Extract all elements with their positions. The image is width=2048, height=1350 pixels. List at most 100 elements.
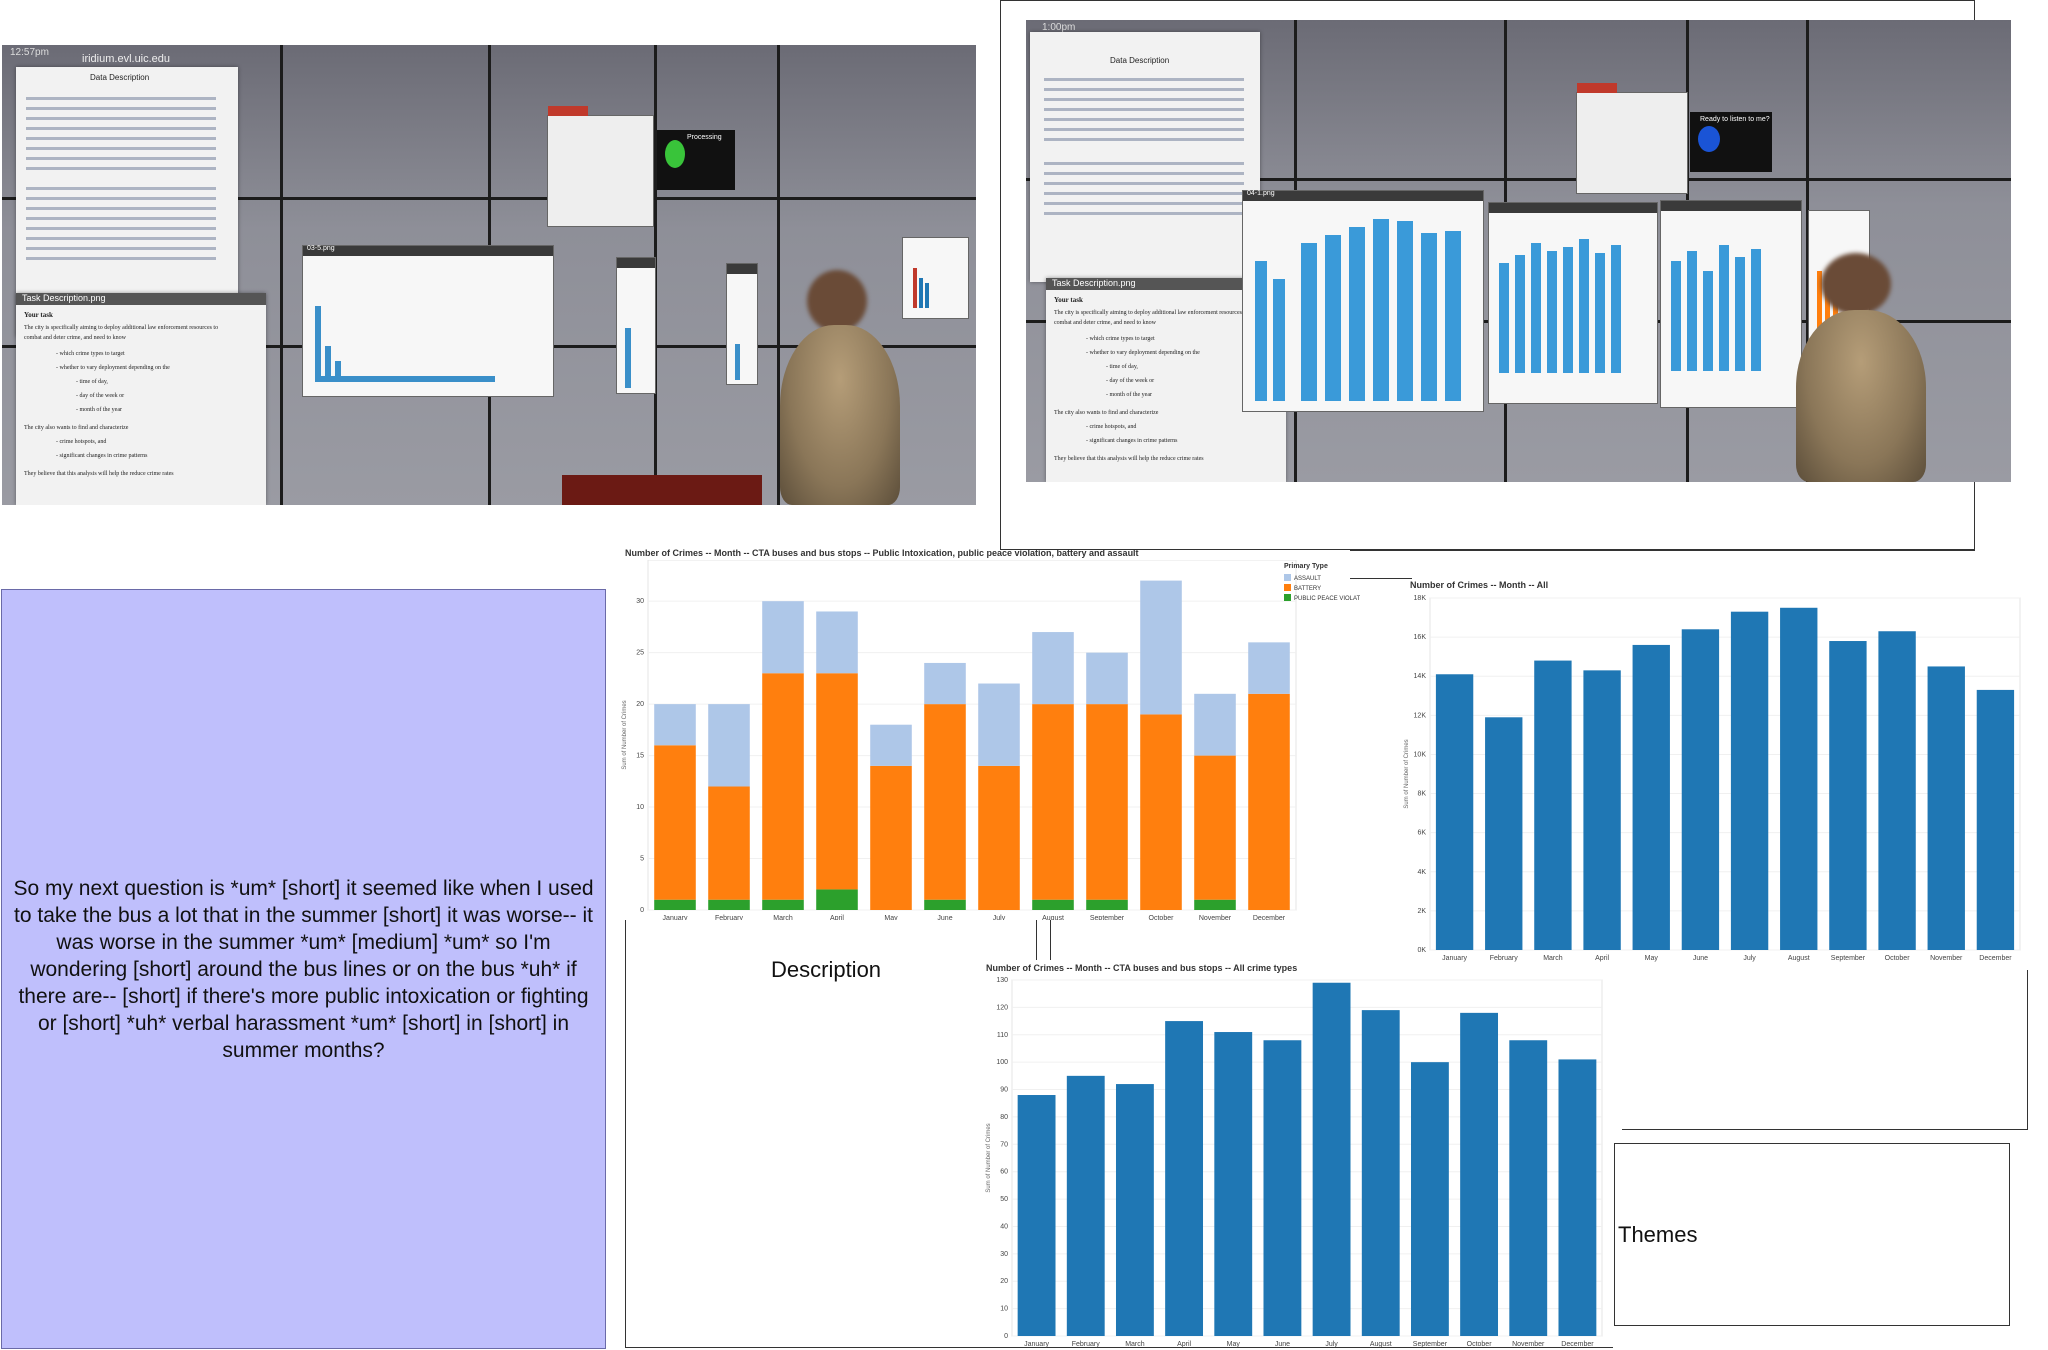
- task-line-10: - significant changes in crime patterns: [56, 453, 148, 459]
- y-tick-label: 30: [1000, 1251, 1008, 1258]
- x-tick-label: March: [1543, 955, 1563, 962]
- bar-segment: [924, 704, 966, 900]
- x-tick-label: September: [1413, 1341, 1448, 1348]
- y-tick-label: 60: [1000, 1169, 1008, 1176]
- x-tick-label: June: [1275, 1341, 1290, 1348]
- clock-label: 12:57pm: [10, 47, 49, 58]
- y-tick-label: 0K: [1417, 947, 1426, 954]
- task-window-title: Task Description.png: [22, 293, 106, 303]
- x-tick-label: November: [1199, 915, 1232, 920]
- x-tick-label: March: [773, 915, 793, 920]
- bar: [1976, 689, 2015, 950]
- bar-segment: [816, 673, 858, 890]
- task-line-3: - which crime types to target: [1086, 336, 1155, 342]
- task-line-0: Your task: [24, 311, 53, 319]
- x-tick-label: September: [1831, 955, 1866, 962]
- bar: [1410, 1062, 1449, 1336]
- y-tick-label: 100: [996, 1059, 1008, 1066]
- bar-segment: [762, 899, 804, 910]
- bar-segment: [1032, 704, 1074, 900]
- y-tick-label: 120: [996, 1004, 1008, 1011]
- bar-segment: [1194, 755, 1236, 900]
- bar: [1927, 666, 1965, 950]
- small-window-2: [726, 263, 758, 385]
- task-line-7: - month of the year: [76, 407, 122, 413]
- chart-3-title: Number of Crimes -- Month -- CTA buses a…: [986, 963, 1298, 973]
- legend-item: BATTERY: [1294, 586, 1321, 592]
- x-tick-label: October: [1885, 955, 1911, 962]
- bar-segment: [708, 899, 750, 910]
- y-tick-label: 2K: [1417, 908, 1426, 915]
- themes-box: [1614, 1143, 2010, 1326]
- y-tick-label: 12K: [1414, 712, 1427, 719]
- bar-segment: [924, 662, 966, 705]
- y-axis-label: Sum of Number of Crimes: [622, 700, 628, 769]
- task-line-1: The city is specifically aiming to deplo…: [1054, 310, 1249, 316]
- bar: [1312, 982, 1351, 1336]
- bar-segment: [1140, 714, 1182, 910]
- connector-line: [1036, 920, 1037, 960]
- connector-line: [2027, 970, 2028, 1130]
- x-tick-label: June: [1693, 955, 1708, 962]
- chart-2-bar: 0K 2K 4K 6K 8K 10K 12K 14K 16K 18K Sum of Number o…: [1404, 595, 2021, 962]
- bar-segment: [1086, 652, 1128, 705]
- x-tick-label: May: [1645, 955, 1659, 962]
- x-tick-label: May: [1227, 1341, 1241, 1348]
- y-tick-label: 50: [1000, 1196, 1008, 1203]
- connector-line: [1350, 550, 1975, 551]
- doc-title: Data Description: [90, 73, 150, 82]
- bar: [1435, 674, 1474, 950]
- x-tick-label: October: [1149, 915, 1175, 920]
- y-tick-label: 30: [636, 598, 644, 605]
- y-tick-label: 25: [636, 650, 644, 657]
- y-tick-label: 20: [636, 701, 644, 708]
- bar-segment: [870, 765, 912, 910]
- x-tick-label: October: [1467, 1341, 1493, 1348]
- bar: [1263, 1040, 1302, 1336]
- photo-left: 12:57pm iridium.evl.uic.edu Data Descrip…: [2, 45, 976, 505]
- task-line-5: - time of day,: [1106, 364, 1138, 370]
- connector-line: [1050, 920, 1051, 960]
- bar-segment: [1140, 580, 1182, 715]
- bar: [1632, 644, 1670, 950]
- y-tick-label: 90: [1000, 1087, 1008, 1094]
- transcript-box: So my next question is *um* [short] it s…: [1, 589, 606, 1349]
- task-line-6: - day of the week or: [76, 393, 125, 399]
- task-line-5: - time of day,: [76, 379, 108, 385]
- y-tick-label: 4K: [1417, 869, 1426, 876]
- bar-segment: [978, 765, 1020, 910]
- bar: [1780, 607, 1818, 950]
- x-tick-label: February: [1072, 1341, 1101, 1348]
- task-line-8: The city also wants to find and characte…: [24, 425, 129, 431]
- status-text: Processing: [687, 134, 722, 141]
- clock-label: 1:00pm: [1042, 22, 1076, 33]
- chart-window-title: 03-5.png: [307, 245, 335, 252]
- task-line-10: - significant changes in crime patterns: [1086, 438, 1178, 444]
- x-tick-label: May: [884, 915, 898, 920]
- task-line-9: - crime hotspots, and: [56, 439, 107, 445]
- x-tick-label: September: [1090, 915, 1125, 920]
- legend-swatch: [1284, 594, 1291, 601]
- bar-segment: [762, 601, 804, 674]
- chart-window-right: 04-1.png: [1242, 190, 1484, 412]
- chart-window-right-3: [1660, 200, 1802, 408]
- photo-right: 1:00pm Data Description Task Description…: [1026, 20, 2011, 482]
- y-tick-label: 15: [636, 753, 644, 760]
- x-tick-label: December: [1253, 915, 1286, 920]
- bar-segment: [1248, 642, 1290, 694]
- bar-segment: [1194, 693, 1236, 756]
- y-tick-label: 8K: [1417, 791, 1426, 798]
- chart-1-stacked-bar: 0 5 10 15 20 25 30 Sum of Number of Crimes Janua…: [622, 560, 1360, 920]
- y-tick-label: 16K: [1414, 634, 1427, 641]
- bar-segment: [762, 673, 804, 900]
- chart-2-title: Number of Crimes -- Month -- All: [1410, 580, 1549, 590]
- status-panel-left: [547, 106, 654, 227]
- task-line-7: - month of the year: [1106, 392, 1152, 398]
- bar-segment: [1032, 899, 1074, 910]
- x-tick-label: January: [1442, 955, 1467, 962]
- legend-swatch: [1284, 574, 1291, 581]
- bar: [1681, 629, 1720, 950]
- task-window-title: Task Description.png: [1052, 278, 1136, 288]
- y-axis-label: Sum of Number of Crimes: [986, 1123, 992, 1192]
- small-chart-window: [902, 237, 969, 319]
